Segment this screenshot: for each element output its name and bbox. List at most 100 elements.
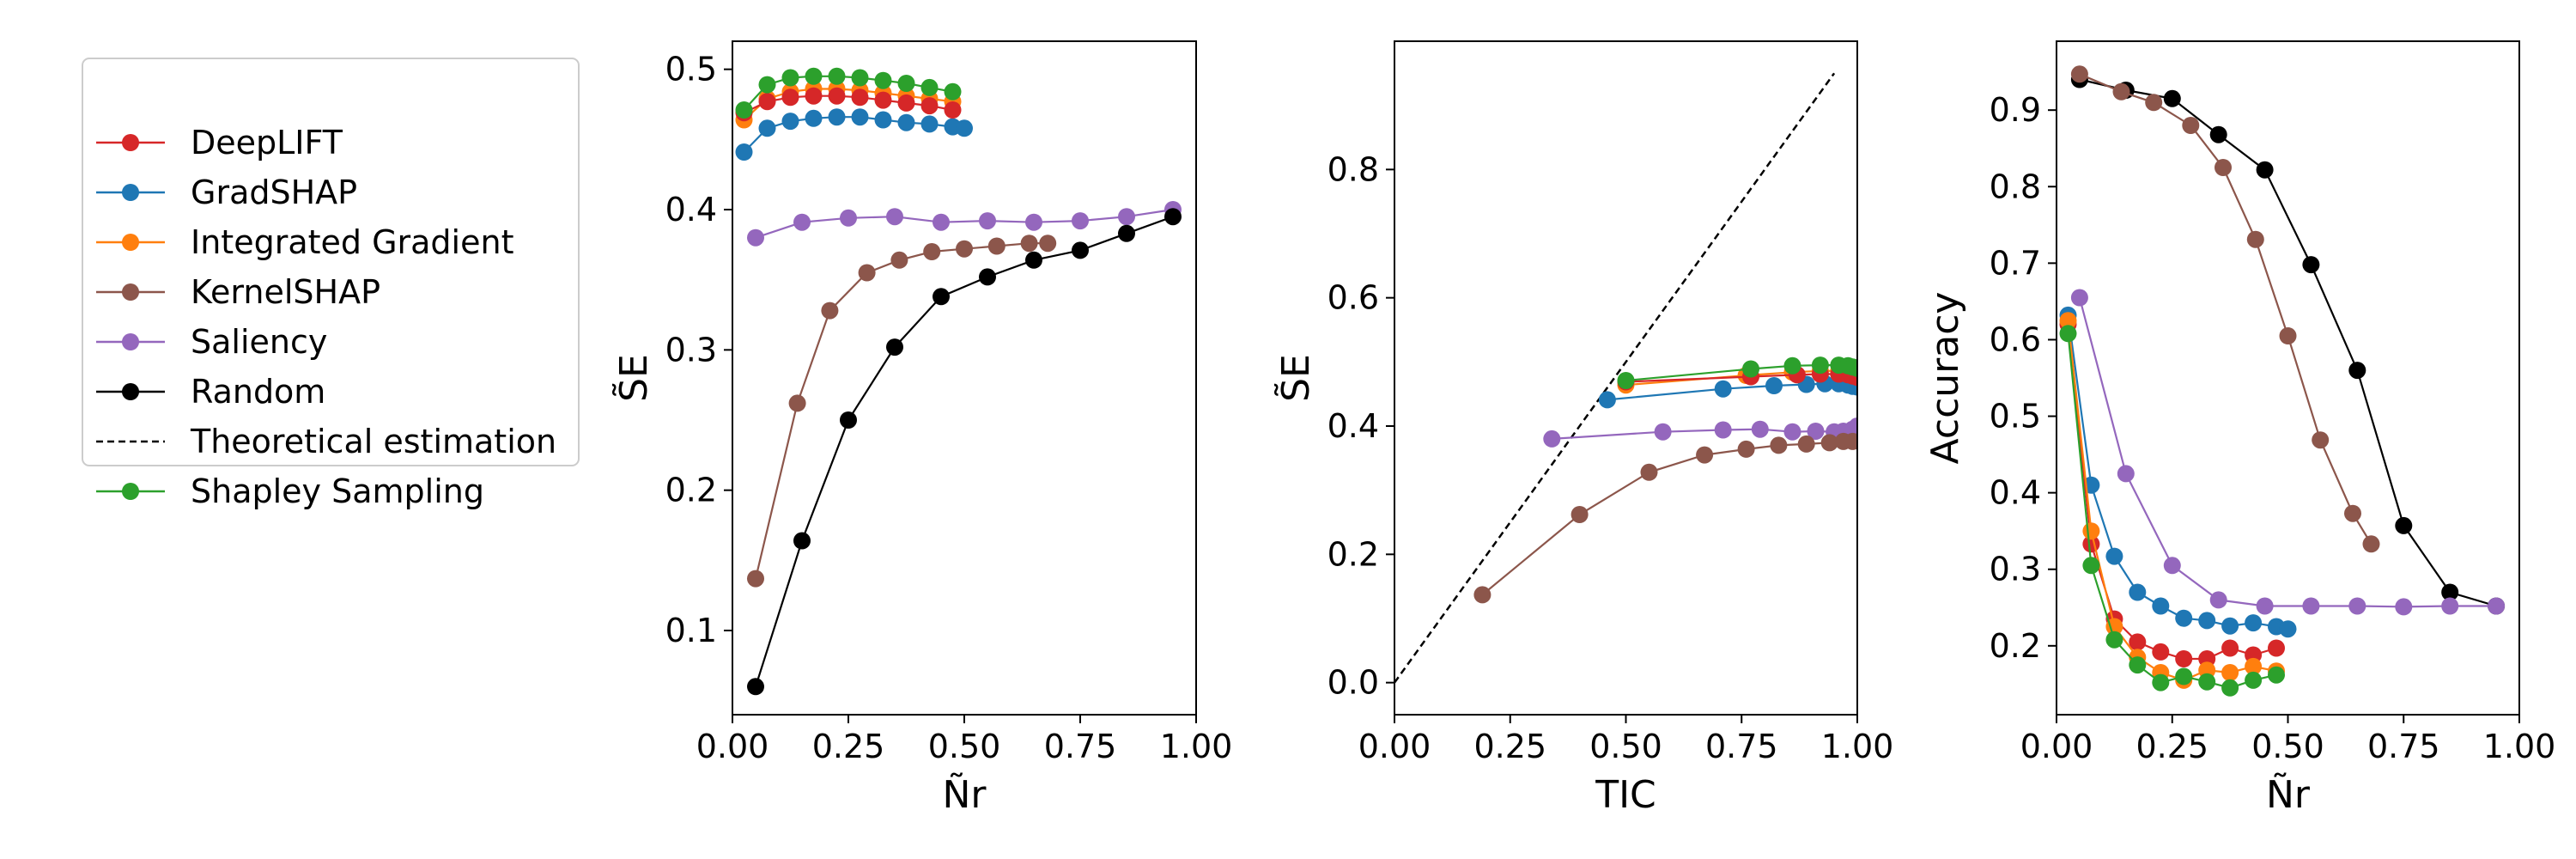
data-point (840, 209, 857, 227)
data-point (2312, 431, 2330, 449)
legend: DeepLIFT GradSHAP Integrated Gradient Kerne… (82, 58, 580, 510)
data-point (793, 213, 811, 231)
data-point (1820, 434, 1838, 452)
data-point (2198, 673, 2216, 691)
series-shapley-sampling (2059, 325, 2285, 697)
x-tick-label: 0.25 (812, 728, 885, 765)
data-point (2059, 312, 2077, 330)
data-point (2105, 547, 2123, 565)
y-tick-label: 0.6 (1327, 279, 1379, 317)
legend-entry-gradshap: GradSHAP (96, 174, 357, 211)
data-point (805, 109, 823, 127)
data-point (2059, 325, 2077, 343)
data-point (2302, 256, 2320, 274)
data-point (2209, 591, 2227, 609)
plot-series-area (1394, 72, 1857, 684)
data-point (2256, 597, 2274, 615)
data-point (805, 87, 823, 105)
data-point (2209, 125, 2227, 143)
data-point (2245, 657, 2263, 675)
data-point (2344, 504, 2361, 522)
legend-label: Shapley Sampling (191, 472, 484, 510)
data-point (1654, 423, 1672, 441)
data-point (987, 237, 1005, 255)
x-tick-label: 1.00 (2483, 728, 2556, 765)
y-tick-label: 0.3 (665, 331, 717, 369)
series-kernelshap (2070, 65, 2380, 553)
data-point (1797, 435, 1815, 453)
legend-entry-saliency: Saliency (96, 323, 327, 361)
data-point (805, 67, 823, 85)
x-tick-label: 0.25 (2136, 728, 2208, 765)
data-point (1164, 208, 1182, 226)
plot-1: 0.00 0.25 0.50 0.75 1.00 0.1 0.2 0.3 0.4 0.5 Ñr S̃E (611, 40, 1232, 817)
data-point (2268, 639, 2285, 657)
data-point (858, 264, 876, 282)
data-point (781, 88, 799, 107)
series-line (1481, 440, 1853, 596)
x-axis-label: TIC (1595, 773, 1656, 817)
y-tick-label: 0.8 (1990, 168, 2041, 205)
data-point (2221, 679, 2239, 697)
data-point (1072, 212, 1089, 230)
data-point (933, 213, 950, 231)
legend-entry-random: Random (96, 373, 325, 411)
data-point (2163, 557, 2181, 575)
data-point (897, 113, 915, 131)
data-point (1844, 432, 1857, 450)
data-point (956, 119, 973, 137)
y-axis-label: S̃E (1273, 354, 1318, 402)
series-kernelshap (747, 235, 1057, 588)
y-tick-label: 0.2 (1327, 535, 1379, 573)
data-point (2175, 650, 2193, 667)
data-point (851, 88, 869, 107)
data-point (1783, 423, 1801, 441)
legend-marker (122, 184, 139, 201)
data-point (2348, 597, 2366, 615)
series-saliency (747, 201, 1182, 247)
data-point (2145, 94, 2163, 112)
legend-marker (122, 234, 139, 251)
y-tick-label: 0.4 (1990, 474, 2041, 512)
data-point (2215, 159, 2232, 176)
data-point (1696, 446, 1714, 464)
data-point (1640, 463, 1658, 481)
data-point (2246, 230, 2264, 248)
data-point (747, 678, 764, 696)
data-point (840, 411, 857, 429)
x-axis-label: Ñr (942, 772, 987, 817)
data-point (2279, 620, 2297, 638)
series-line (2079, 73, 2372, 545)
legend-marker (122, 483, 139, 500)
data-point (874, 71, 892, 89)
y-tick-label: 0.7 (1990, 244, 2041, 282)
data-point (2129, 633, 2147, 651)
data-point (1783, 356, 1801, 375)
data-point (2198, 612, 2216, 630)
data-point (1849, 417, 1857, 435)
y-tick-label: 0.4 (665, 191, 717, 228)
data-point (2395, 598, 2413, 616)
data-point (2070, 289, 2088, 307)
data-point (758, 76, 776, 94)
y-tick-label: 0.5 (665, 51, 717, 88)
legend-marker (122, 283, 139, 301)
data-point (2129, 583, 2147, 601)
y-tick-label: 0.9 (1990, 91, 2041, 129)
data-point (1751, 420, 1769, 438)
y-tick-label: 0.1 (665, 612, 717, 649)
series-gradshap (735, 108, 973, 161)
data-point (1617, 372, 1635, 389)
series-saliency (2070, 289, 2506, 616)
data-point (747, 570, 764, 588)
series-kernelshap (1473, 432, 1857, 604)
legend-label: Random (191, 373, 325, 411)
x-tick-label: 0.75 (1705, 728, 1778, 765)
plot-series-area (2059, 65, 2506, 697)
legend-label: Integrated Gradient (191, 223, 513, 261)
data-point (933, 288, 950, 306)
data-point (1770, 436, 1788, 454)
series-line (2079, 78, 2497, 607)
series-line (1394, 72, 1836, 684)
data-point (735, 143, 753, 161)
